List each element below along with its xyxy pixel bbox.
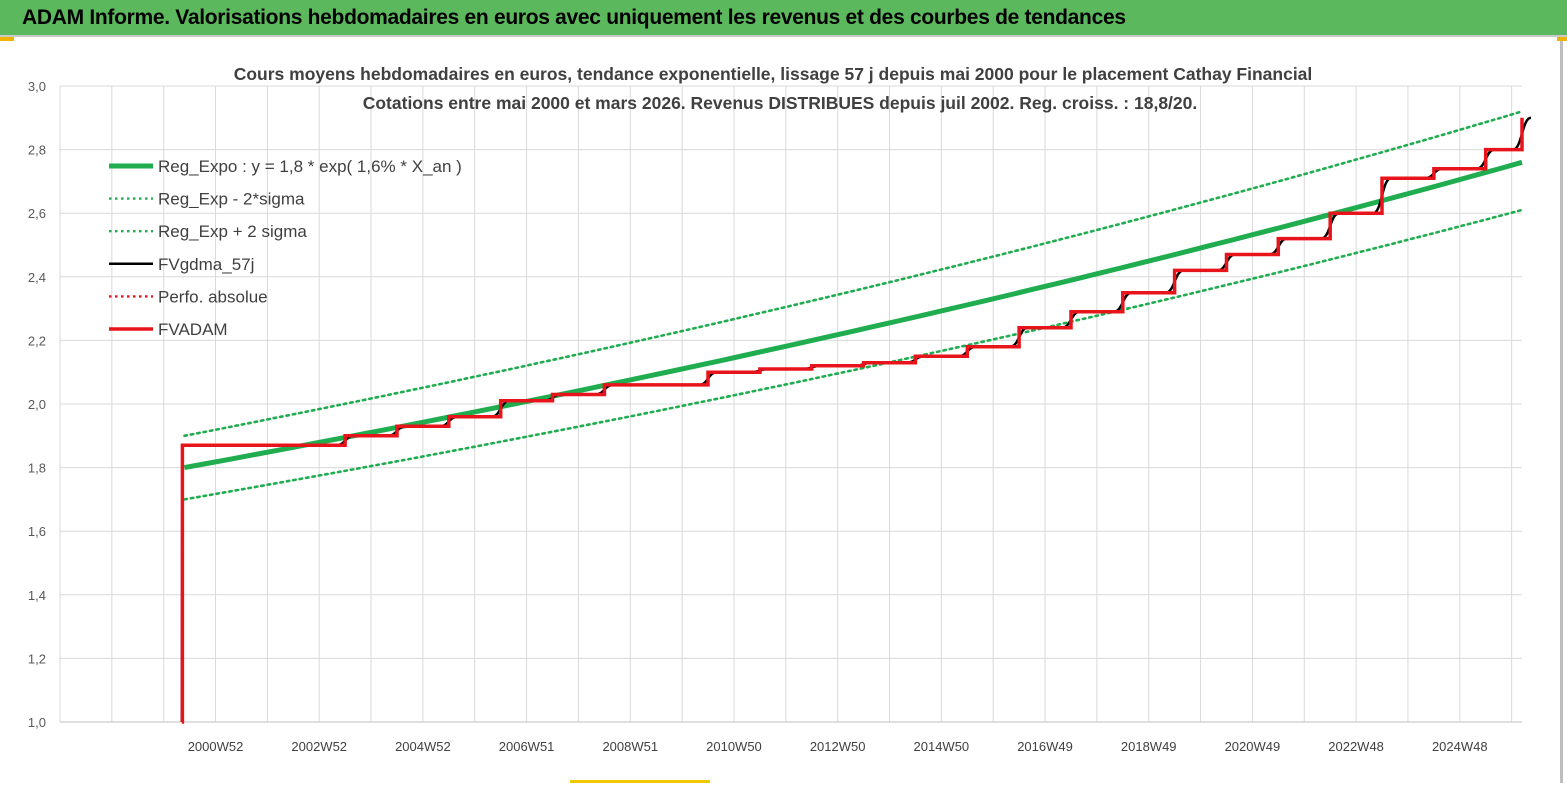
chart-legend: Reg_Expo : y = 1,8 * exp( 1,6% * X_an ) R…: [109, 157, 462, 339]
frame-edge-right: [1560, 41, 1563, 783]
series-line-regexp: [183, 208, 1524, 501]
y-tick-label: 1,0: [28, 715, 46, 730]
y-tick-label: 2,2: [28, 333, 46, 348]
y-tick-label: 3,0: [28, 79, 46, 94]
y-tick-label: 1,2: [28, 651, 46, 666]
x-tick-label: 2002W52: [291, 739, 347, 754]
series-line-fvgdma: [180, 116, 1532, 723]
y-tick-label: 2,8: [28, 143, 46, 158]
chart-svg: 1,0 1,2 1,4 1,6 1,8 2,0 2,2 2,4 2,6 2,8 3,0 2000W52…: [28, 64, 1532, 754]
y-tick-label: 1,4: [28, 588, 46, 603]
chart-subtitle: Cotations entre mai 2000 et mars 2026. R…: [363, 93, 1198, 113]
report-header: ADAM Informe. Valorisations hebdomadaire…: [0, 0, 1567, 37]
legend-label: Perfo. absolue: [158, 287, 268, 306]
x-tick-label: 2008W51: [602, 739, 658, 754]
y-tick-label: 2,6: [28, 206, 46, 221]
y-tick-label: 1,8: [28, 461, 46, 476]
report-title: ADAM Informe. Valorisations hebdomadaire…: [22, 6, 1126, 29]
accent-bar-right: [1557, 37, 1567, 41]
bottom-accent: [570, 780, 710, 783]
legend-label: Reg_Exp + 2 sigma: [158, 222, 307, 241]
x-tick-label: 2016W49: [1017, 739, 1073, 754]
y-tick-label: 1,6: [28, 524, 46, 539]
title-layer: Cours moyens hebdomadaires en euros, ten…: [234, 64, 1313, 113]
series-layer: [180, 110, 1532, 724]
y-tick-label: 2,4: [28, 270, 46, 285]
x-tick-label: 2020W49: [1225, 739, 1281, 754]
x-tick-label: 2014W50: [914, 739, 970, 754]
x-tick-label: 2010W50: [706, 739, 762, 754]
y-tick-label: 2,0: [28, 397, 46, 412]
legend-label: Reg_Exp - 2*sigma: [158, 190, 305, 209]
x-tick-label: 2000W52: [188, 739, 244, 754]
chart-container: 1,0 1,2 1,4 1,6 1,8 2,0 2,2 2,4 2,6 2,8 3,0 2000W52…: [0, 37, 1567, 783]
series-line-regexpo: [183, 159, 1523, 471]
series-line-fvadam: [180, 117, 1524, 724]
accent-bar-left: [0, 37, 14, 41]
legend-label: Reg_Expo : y = 1,8 * exp( 1,6% * X_an ): [158, 157, 462, 176]
axis-layer: 1,0 1,2 1,4 1,6 1,8 2,0 2,2 2,4 2,6 2,8 3,0 2000W52…: [28, 79, 1522, 754]
legend-label: FVADAM: [158, 320, 228, 339]
x-tick-label: 2004W52: [395, 739, 451, 754]
grid-layer: [59, 85, 1522, 723]
x-tick-label: 2018W49: [1121, 739, 1177, 754]
x-tick-label: 2006W51: [499, 739, 555, 754]
series-line-regexp: [183, 110, 1524, 438]
legend-label: FVgdma_57j: [158, 255, 254, 274]
x-tick-label: 2022W48: [1328, 739, 1384, 754]
x-tick-label: 2012W50: [810, 739, 866, 754]
chart-title: Cours moyens hebdomadaires en euros, ten…: [234, 64, 1313, 84]
x-tick-label: 2024W48: [1432, 739, 1488, 754]
